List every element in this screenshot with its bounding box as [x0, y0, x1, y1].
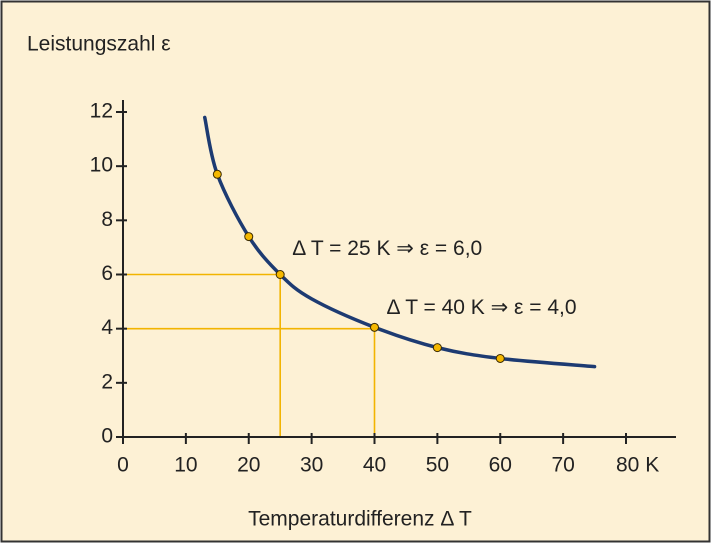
x-tick-label: 0 — [117, 454, 129, 477]
chart-title: Leistungszahl ε — [27, 33, 171, 56]
y-tick-label: 6 — [101, 262, 113, 285]
curve — [202, 115, 597, 369]
annotation: Δ T = 40 K ⇒ ε = 4,0 — [387, 296, 577, 319]
y-tick-label: 10 — [90, 154, 113, 177]
x-tick-label: 40 — [363, 454, 386, 477]
data-point — [244, 232, 254, 242]
x-tick-label: 80 K — [616, 454, 659, 477]
y-tick-label: 2 — [101, 370, 113, 393]
annotation: Δ T = 25 K ⇒ ε = 6,0 — [292, 237, 482, 260]
y-tick-label: 0 — [101, 425, 113, 448]
x-axis-label: Temperaturdifferenz Δ T — [248, 508, 472, 531]
y-tick-label: 12 — [90, 100, 113, 123]
data-point — [275, 270, 285, 279]
x-tick-label: 10 — [174, 454, 197, 477]
x-tick-label: 20 — [237, 454, 260, 477]
y-tick-label: 8 — [101, 208, 113, 231]
data-point — [432, 343, 442, 353]
x-tick-label: 30 — [300, 454, 323, 477]
data-point — [212, 169, 222, 179]
data-point — [370, 322, 379, 332]
x-tick-label: 60 — [489, 454, 512, 477]
x-tick-label: 70 — [551, 454, 574, 477]
data-point — [495, 353, 505, 363]
y-tick-label: 4 — [101, 316, 113, 339]
x-tick-label: 50 — [426, 454, 449, 477]
